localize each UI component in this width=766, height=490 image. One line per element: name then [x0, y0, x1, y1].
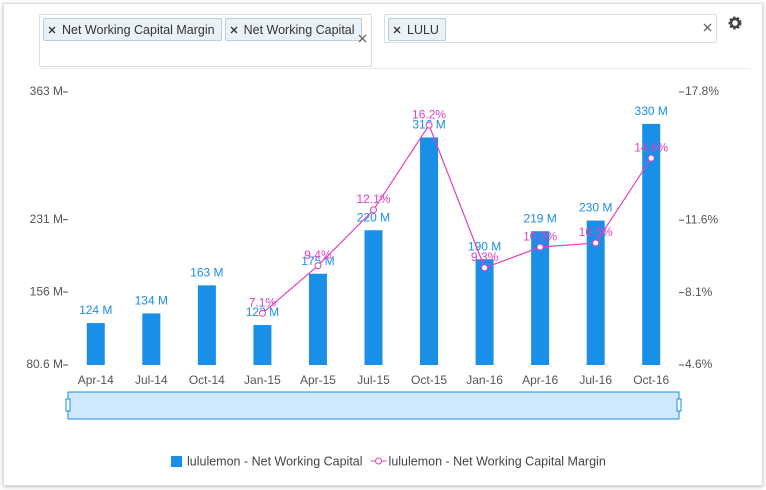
data-label: 124 M	[79, 303, 112, 317]
data-label: 219 M	[523, 211, 556, 225]
data-label: 14.6%	[634, 140, 668, 154]
filter-tag[interactable]: Net Working Capital Margin	[43, 18, 222, 41]
line-point	[258, 309, 266, 317]
line-point	[592, 239, 600, 247]
data-label: 16.2%	[412, 107, 446, 121]
x-tick-label: Apr-16	[522, 373, 558, 387]
x-tick-label: Jan-16	[466, 373, 503, 387]
bar	[197, 285, 216, 365]
x-tick-label: Oct-16	[633, 373, 669, 387]
x-tick-label: Apr-15	[300, 373, 336, 387]
y-tick-label: 231 M	[30, 212, 63, 226]
bar	[364, 230, 383, 365]
y-tick-label: 156 M	[30, 284, 63, 298]
data-label: 7.1%	[249, 295, 277, 309]
bar	[642, 123, 661, 366]
line-point	[647, 154, 655, 162]
line-point	[425, 121, 433, 129]
data-label: 9.3%	[471, 250, 499, 264]
bar	[531, 231, 550, 365]
line-point	[481, 264, 489, 272]
bar	[586, 220, 605, 365]
bar	[86, 323, 105, 365]
data-label: 330 M	[635, 104, 668, 118]
x-tick-label: Jul-15	[357, 373, 390, 387]
legend-swatch	[171, 456, 182, 467]
bar	[253, 324, 272, 365]
data-label: 12.1%	[356, 192, 390, 206]
data-label: 163 M	[190, 266, 223, 280]
x-tick-label: Jul-16	[579, 373, 612, 387]
filter-tag[interactable]: LULU	[388, 18, 446, 41]
clear-icon[interactable]	[703, 23, 713, 33]
y-tick-label: 80.6 M	[26, 357, 63, 371]
divider	[40, 68, 750, 69]
legend-label: lululemon - Net Working Capital	[187, 454, 363, 468]
metric-filter[interactable]: Net Working Capital Margin Net Working Ca…	[39, 14, 372, 67]
data-label: 10.5%	[579, 225, 613, 239]
x-tick-label: Oct-15	[411, 373, 447, 387]
tag-label: LULU	[407, 22, 439, 37]
line-point	[536, 243, 544, 251]
remove-icon[interactable]	[230, 26, 238, 34]
y2-tick-label: 8.1%	[685, 285, 713, 299]
remove-icon[interactable]	[393, 26, 401, 34]
bar	[420, 137, 439, 365]
tag-label: Net Working Capital	[243, 22, 355, 37]
navigator-handle	[65, 398, 71, 412]
y2-tick-label: 17.8%	[685, 84, 719, 98]
navigator-handle	[676, 398, 682, 412]
legend-label: lululemon - Net Working Capital Margin	[389, 454, 606, 468]
widget: Net Working Capital Margin Net Working Ca…	[3, 3, 763, 486]
x-tick-label: Jul-14	[135, 373, 168, 387]
settings-icon[interactable]	[727, 15, 743, 31]
bar	[142, 313, 161, 365]
data-label: 134 M	[135, 294, 168, 308]
y-tick-label: 363 M	[30, 84, 63, 98]
data-label: 9.4%	[304, 248, 332, 262]
data-label: 190 M	[468, 239, 501, 253]
remove-icon[interactable]	[48, 26, 56, 34]
legend-swatch	[375, 457, 383, 465]
y2-tick-label: 4.6%	[685, 357, 713, 371]
line-point	[370, 206, 377, 214]
x-tick-label: Apr-14	[78, 373, 114, 387]
bar	[308, 273, 327, 365]
chart: 80.6 M 156 M 231 M 363 M 4.6% 8.1% 11.6% 17.8% A…	[26, 84, 719, 468]
x-tick-label: Jan-15	[244, 373, 281, 387]
ticker-filter[interactable]: LULU	[384, 14, 717, 43]
line-point	[314, 262, 322, 270]
range-navigator	[67, 391, 680, 420]
tag-label: Net Working Capital Margin	[62, 22, 215, 37]
clear-icon[interactable]	[358, 34, 368, 44]
data-label: 230 M	[579, 201, 612, 215]
data-label: 10.3%	[523, 229, 557, 243]
bar	[475, 259, 494, 365]
line	[262, 123, 652, 314]
y2-tick-label: 11.6%	[685, 212, 718, 226]
filter-tag[interactable]: Net Working Capital	[224, 18, 362, 41]
data-label: 220 M	[357, 210, 390, 224]
x-tick-label: Oct-14	[189, 373, 225, 387]
